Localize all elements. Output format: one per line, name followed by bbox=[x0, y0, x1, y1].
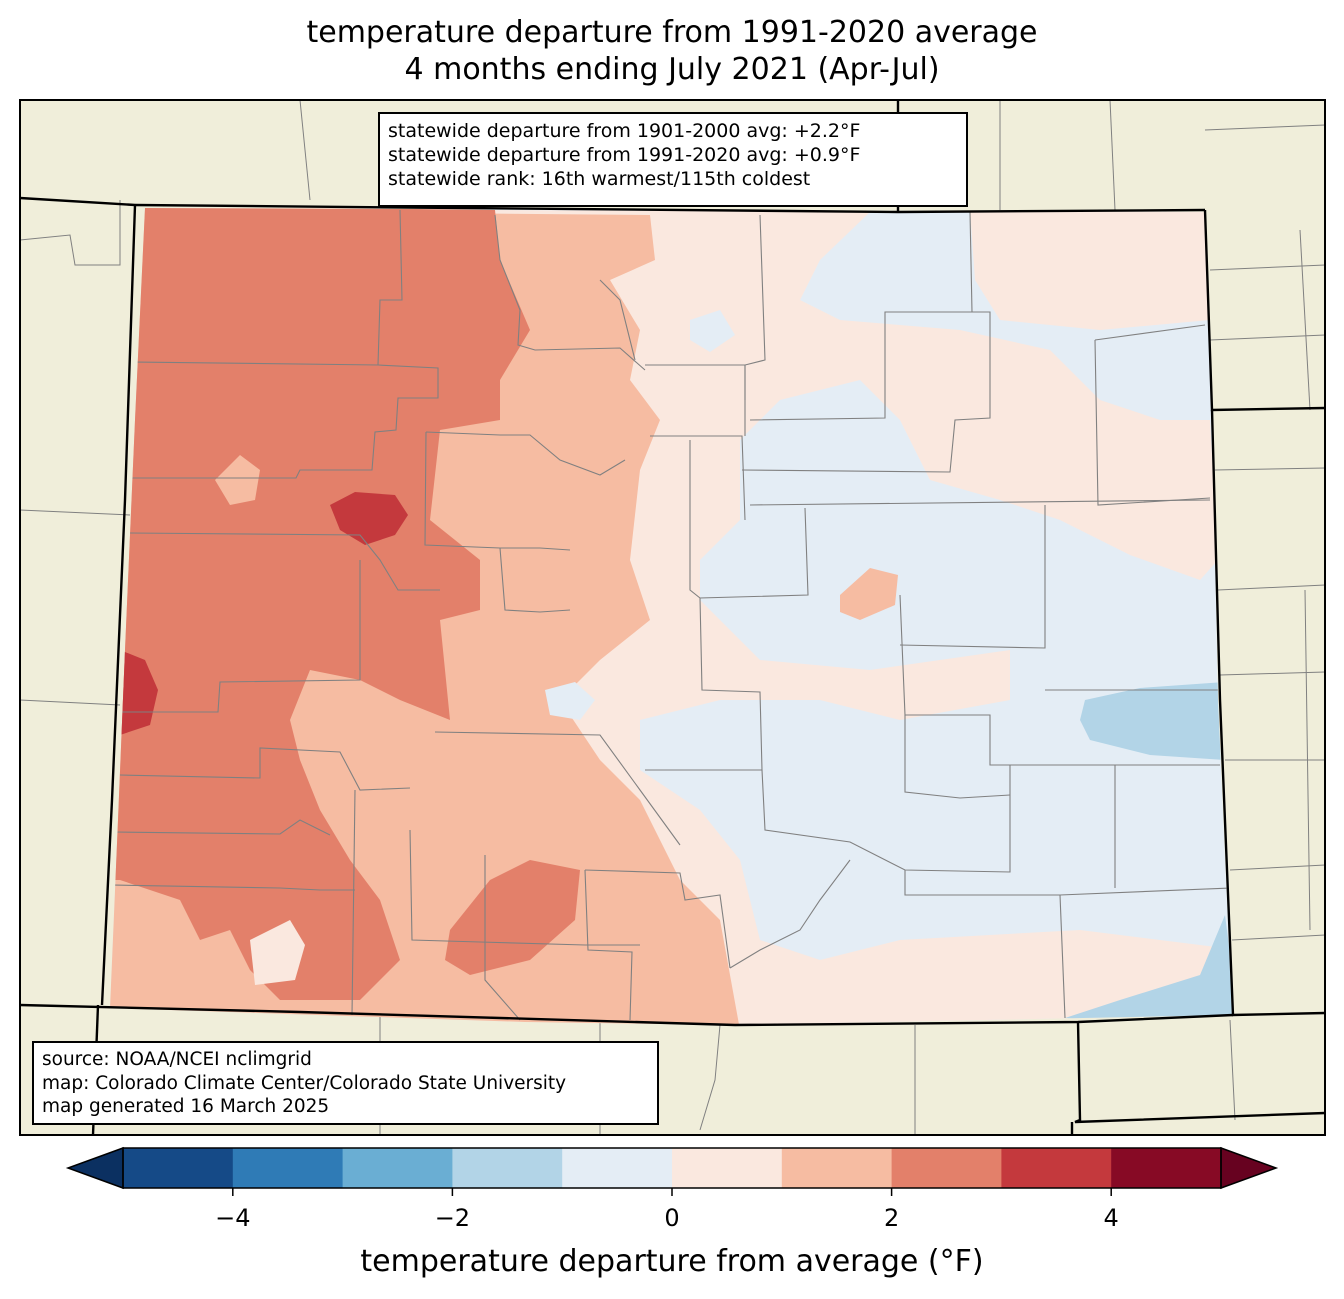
colorbar-tick-label: −2 bbox=[434, 1204, 471, 1232]
colorbar-segment bbox=[452, 1148, 563, 1188]
region-warm-patch-east bbox=[840, 568, 898, 620]
map-title-line2: 4 months ending July 2021 (Apr-Jul) bbox=[404, 52, 940, 87]
stats-line-1: statewide departure from 1901-2000 avg: … bbox=[388, 120, 861, 142]
region-northcentral-cool-patch bbox=[690, 310, 735, 352]
region-west-hotspot bbox=[120, 650, 158, 735]
region-northwest-hotspot bbox=[330, 492, 408, 545]
state-borders bbox=[19, 100, 1326, 1136]
credits-line-3: map generated 16 March 2025 bbox=[42, 1096, 330, 1117]
statewide-stats-box: statewide departure from 1901-2000 avg: … bbox=[378, 112, 968, 207]
region-mountain-warm-patch bbox=[215, 455, 260, 505]
colorbar-tick-label: −4 bbox=[215, 1204, 251, 1232]
region-front-range-cool-patch bbox=[545, 682, 595, 720]
colorbar-segment bbox=[1001, 1148, 1112, 1188]
colorbar-segment bbox=[232, 1148, 344, 1188]
stats-line-3: statewide rank: 16th warmest/115th colde… bbox=[388, 168, 811, 190]
colorbar-over-arrow bbox=[1220, 1146, 1279, 1190]
colorbar-segment bbox=[672, 1148, 783, 1188]
colorbar-segment bbox=[781, 1148, 893, 1188]
region-southeast-cool bbox=[1080, 682, 1225, 760]
region-far-northwest bbox=[110, 208, 530, 1000]
colorbar-tick-label: 4 bbox=[1103, 1204, 1119, 1232]
map-frame bbox=[19, 99, 1326, 1136]
colorbar-segment bbox=[562, 1148, 673, 1188]
colorbar bbox=[65, 1146, 1279, 1196]
colorbar-tick-label: 2 bbox=[883, 1204, 900, 1232]
region-front-range bbox=[480, 210, 1232, 1025]
colorbar-segment bbox=[123, 1148, 234, 1188]
region-front-range-north-warm bbox=[970, 210, 1210, 330]
region-southeast-corner-cool bbox=[1065, 915, 1232, 1025]
colorbar-segment bbox=[1111, 1148, 1222, 1188]
credits-box: source: NOAA/NCEI nclimgrid map: Colorad… bbox=[32, 1041, 659, 1125]
region-southwest-warm bbox=[445, 860, 580, 975]
stats-line-2: statewide departure from 1991-2020 avg: … bbox=[388, 144, 861, 166]
colorbar-under-arrow bbox=[65, 1146, 124, 1190]
colorbar-label: temperature departure from average (°F) bbox=[360, 1244, 984, 1279]
county-boundaries bbox=[110, 209, 1231, 1021]
colorbar-segment bbox=[342, 1148, 453, 1188]
colorbar-tick-label: 0 bbox=[664, 1204, 680, 1232]
colorbar-segment bbox=[891, 1148, 1002, 1188]
region-cool-patch-1 bbox=[250, 920, 305, 985]
map-title-line1: temperature departure from 1991-2020 ave… bbox=[306, 15, 1038, 50]
credits-line-1: source: NOAA/NCEI nclimgrid bbox=[42, 1049, 312, 1070]
credits-line-2: map: Colorado Climate Center/Colorado St… bbox=[42, 1072, 567, 1094]
